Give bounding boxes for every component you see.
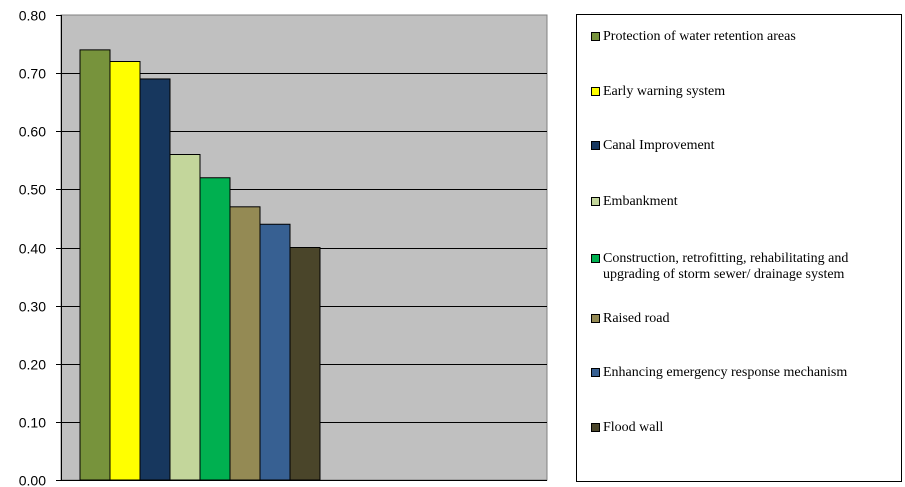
legend-item: Protection of water retention areas [591, 29, 897, 45]
y-tick-label: 0.00 [19, 473, 46, 487]
y-tick-label: 0.20 [19, 357, 46, 373]
y-tick-label: 0.50 [19, 182, 46, 198]
y-tick-label: 0.70 [19, 66, 46, 82]
y-tick-label: 0.60 [19, 124, 46, 140]
legend-item: Construction, retrofitting, rehabilitati… [591, 251, 897, 283]
legend-label: Protection of water retention areas [603, 29, 796, 44]
bar-1 [79, 49, 111, 481]
legend-item: Canal Improvement [591, 138, 897, 154]
y-tick-label: 0.40 [19, 241, 46, 257]
legend-label: Construction, retrofitting, rehabilitati… [603, 251, 849, 282]
y-tick-label: 0.10 [19, 415, 46, 431]
legend-item: Raised road [591, 311, 897, 327]
legend-label: Canal Improvement [603, 138, 715, 153]
legend-label: Raised road [603, 311, 670, 326]
bar-7 [259, 223, 291, 481]
legend-item: Embankment [591, 194, 897, 210]
bar-6 [229, 206, 261, 481]
legend-item: Flood wall [591, 420, 897, 436]
bar-8 [289, 247, 321, 481]
legend-swatch [591, 254, 600, 263]
bar-2 [109, 61, 141, 481]
bar-4 [169, 154, 201, 481]
chart-legend: Protection of water retention areas Early… [576, 14, 902, 482]
legend-label: Flood wall [603, 420, 664, 435]
legend-swatch [591, 197, 600, 206]
legend-swatch [591, 87, 600, 96]
legend-label: Early warning system [603, 84, 726, 99]
bar-5 [199, 177, 231, 481]
legend-swatch [591, 368, 600, 377]
legend-swatch [591, 423, 600, 432]
legend-label: Embankment [603, 194, 678, 209]
y-tick-label: 0.30 [19, 299, 46, 315]
legend-label: Enhancing emergency response mechanism [603, 365, 848, 380]
legend-swatch [591, 314, 600, 323]
bar-3 [139, 78, 171, 481]
legend-item: Enhancing emergency response mechanism [591, 365, 897, 381]
legend-item: Early warning system [591, 84, 897, 100]
y-tick-label: 0.80 [19, 8, 46, 24]
legend-swatch [591, 141, 600, 150]
legend-swatch [591, 32, 600, 41]
